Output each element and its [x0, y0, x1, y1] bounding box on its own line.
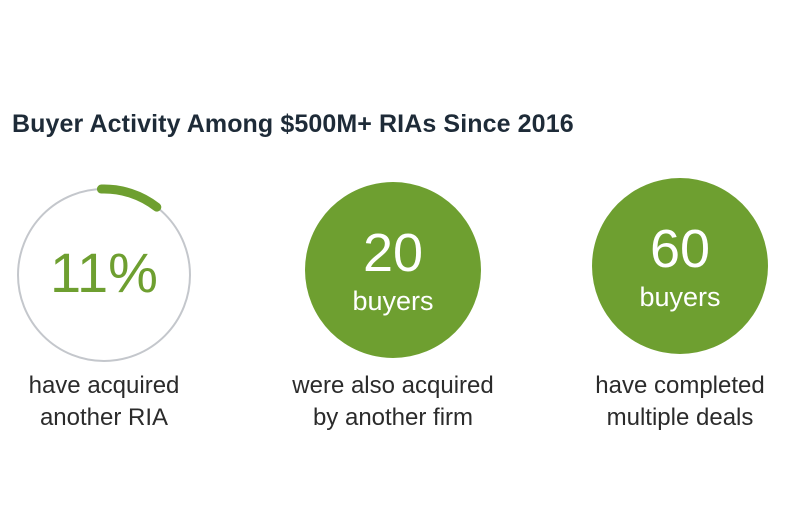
- stat-unit-multiple-deals: buyers: [639, 282, 721, 312]
- stat-caption-acquired: were also acquired by another firm: [263, 370, 523, 434]
- stat-caption-multiple-deals: have completed multiple deals: [550, 370, 790, 434]
- caption-line: multiple deals: [606, 404, 754, 431]
- caption-line: another RIA: [39, 404, 169, 431]
- stat-caption-percent: have acquired another RIA: [0, 370, 234, 434]
- caption-line: were also acquired: [292, 372, 494, 399]
- stat-value-multiple-deals: 60: [649, 219, 711, 279]
- stat-value-percent: 11%: [50, 241, 158, 304]
- caption-line: have acquired: [28, 372, 180, 399]
- page-title: Buyer Activity Among $500M+ RIAs Since 2…: [12, 110, 574, 138]
- caption-line: by another firm: [312, 404, 474, 431]
- stat-unit-acquired: buyers: [352, 286, 434, 316]
- progress-ring-arc: [96, 184, 162, 212]
- stat-circle-acquired: [305, 182, 481, 358]
- stat-circle-multiple-deals: [592, 178, 768, 354]
- stat-value-acquired: 20: [362, 223, 424, 283]
- caption-line: have completed: [595, 372, 765, 399]
